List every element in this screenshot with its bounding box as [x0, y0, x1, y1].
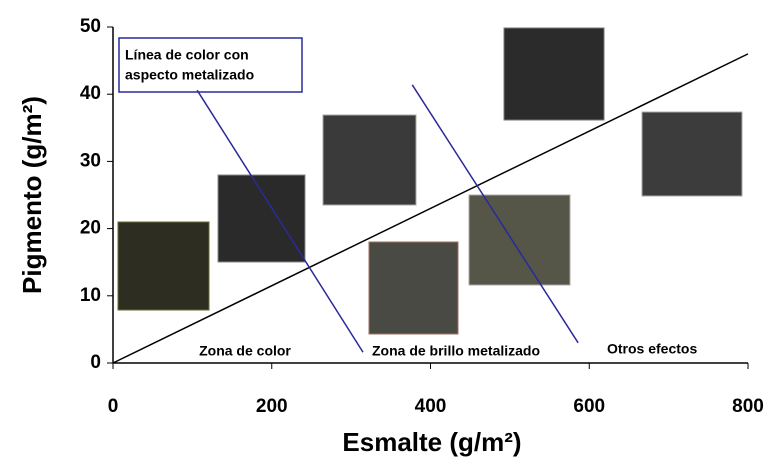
- photo: [368, 241, 459, 335]
- x-tick-label: 400: [415, 396, 447, 417]
- y-tick-label: 40: [80, 83, 101, 104]
- photo: [217, 174, 306, 263]
- y-tick-label: 10: [80, 285, 101, 306]
- photo: [468, 194, 571, 286]
- annotation: Otros efectos: [607, 341, 697, 357]
- x-axis-title: Esmalte (g/m²): [342, 427, 521, 457]
- photos: [117, 27, 743, 335]
- x-tick-label: 200: [256, 396, 288, 417]
- annotation: Zona de color: [199, 343, 291, 359]
- y-axis-title: Pigmento (g/m²): [17, 96, 47, 294]
- line: [112, 53, 749, 364]
- annotation-box-line: Línea de color con: [125, 47, 249, 63]
- y-tick-label: 20: [80, 218, 101, 239]
- y-tick-label: 30: [80, 150, 101, 171]
- photo: [117, 221, 210, 311]
- photo: [322, 114, 417, 206]
- x-tick-label: 600: [573, 396, 605, 417]
- line: [411, 84, 579, 344]
- y-tick-label: 0: [90, 352, 101, 373]
- line: [196, 89, 364, 353]
- x-tick-label: 0: [108, 396, 119, 417]
- annotation-box: [118, 37, 303, 93]
- photo: [641, 111, 743, 197]
- annotation: Zona de brillo metalizado: [372, 343, 540, 359]
- photo: [503, 27, 605, 121]
- annotation-box-line: aspecto metalizado: [125, 67, 254, 83]
- x-tick-label: 800: [732, 396, 764, 417]
- y-tick-label: 50: [80, 16, 101, 37]
